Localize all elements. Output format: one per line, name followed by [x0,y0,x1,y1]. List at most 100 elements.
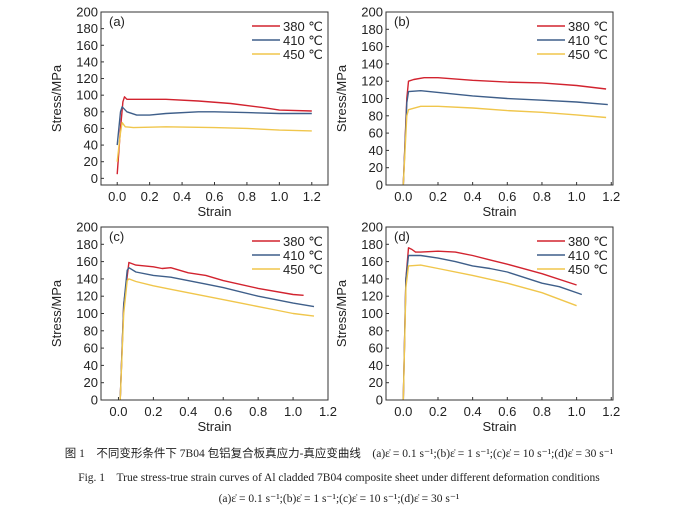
y-tick-label: 80 [84,104,98,119]
y-tick-label: 40 [84,138,98,153]
x-tick-label: 1.2 [602,189,620,204]
y-tick-label: 0 [376,178,383,193]
series-line-410 [116,106,312,146]
legend-label-410: 410 ℃ [283,248,323,263]
x-tick-label: 0.6 [498,189,516,204]
y-tick-label: 140 [361,271,383,286]
plot-frame [385,11,614,186]
x-tick-label: 0.6 [205,189,223,204]
chart-panel-b: 0 20 40 60 80 100 120 140 160 180 200 0.0 0.2 0.4 0.6 0… [334,5,620,220]
legend-label-380: 380 ℃ [283,234,323,249]
y-tick-label: 40 [369,358,383,373]
x-tick-label: 0.4 [464,404,482,419]
x-axis-label: Strain [483,204,517,219]
y-tick-label: 140 [361,56,383,71]
x-tick-label: 0.8 [238,189,256,204]
x-tick-label: 1.0 [270,189,288,204]
y-tick-label: 0 [91,171,98,186]
x-tick-label: 0.2 [144,404,162,419]
plot-frame [385,226,614,401]
series-line-450 [116,121,312,162]
y-tick-label: 140 [76,54,98,69]
legend-label-450: 450 ℃ [568,262,608,277]
legend-label-450: 450 ℃ [283,262,323,277]
caption-english: Fig. 1 True stress-true strain curves of… [78,472,600,484]
x-tick-label: 0.8 [533,189,551,204]
series-line-410 [119,267,315,401]
y-tick-label: 60 [369,341,383,356]
x-tick-label: 0.0 [108,189,126,204]
x-tick-label: 0.2 [429,404,447,419]
series-line-380 [119,261,304,401]
y-tick-label: 200 [76,220,98,235]
x-tick-label: 1.0 [568,404,586,419]
y-tick-label: 200 [76,5,98,20]
x-tick-label: 0.0 [109,404,127,419]
y-tick-label: 20 [84,154,98,169]
series-line-450 [119,278,315,401]
y-tick-label: 0 [376,393,383,408]
y-tick-label: 20 [369,160,383,175]
y-tick-label: 20 [369,375,383,390]
legend-label-410: 410 ℃ [283,33,323,48]
panel-label: (d) [394,229,410,244]
y-tick-label: 100 [76,88,98,103]
x-tick-label: 0.8 [533,404,551,419]
y-tick-label: 160 [361,39,383,54]
x-tick-label: 0.2 [429,189,447,204]
x-tick-label: 0.4 [173,189,191,204]
x-tick-label: 1.0 [568,189,586,204]
y-tick-label: 180 [361,237,383,252]
y-tick-label: 80 [369,108,383,123]
series-line-450 [402,105,607,186]
y-tick-label: 60 [369,126,383,141]
x-axis-label: Strain [198,419,232,434]
legend-label-410: 410 ℃ [568,33,608,48]
y-tick-label: 180 [76,237,98,252]
x-tick-label: 0.8 [249,404,267,419]
y-tick-label: 40 [369,143,383,158]
x-axis-label: Strain [198,204,232,219]
x-tick-label: 0.6 [214,404,232,419]
y-tick-label: 140 [76,271,98,286]
caption-conditions: (a)ε̇ = 0.1 s⁻¹;(b)ε̇ = 1 s⁻¹;(c)ε̇ = 10… [218,493,460,505]
panel-label: (a) [109,14,125,29]
y-tick-label: 180 [361,22,383,37]
y-tick-label: 120 [76,289,98,304]
y-tick-label: 120 [361,289,383,304]
y-tick-label: 180 [76,21,98,36]
y-axis-label: Stress/MPa [49,64,64,132]
y-tick-label: 20 [84,375,98,390]
panel-label: (c) [109,229,124,244]
x-tick-label: 0.0 [394,404,412,419]
y-tick-label: 160 [76,254,98,269]
y-axis-label: Stress/MPa [334,279,349,347]
chart-panel-c: 0 20 40 60 80 100 120 140 160 180 200 0.0 0.2 0.4 0.6 0… [49,220,337,435]
series-line-380 [116,96,312,175]
y-tick-label: 60 [84,121,98,136]
series-line-450 [402,264,577,401]
y-tick-label: 80 [84,323,98,338]
x-tick-label: 1.2 [319,404,337,419]
legend-label-450: 450 ℃ [283,47,323,62]
x-tick-label: 0.0 [394,189,412,204]
series-line-380 [402,247,577,401]
caption-chinese: 图 1 不同变形条件下 7B04 包铝复合板真应力-真应变曲线 (a)ε̇ = … [64,448,614,460]
y-tick-label: 100 [361,91,383,106]
y-tick-label: 160 [76,38,98,53]
x-tick-label: 0.4 [464,189,482,204]
plot-frame [100,226,329,401]
y-tick-label: 200 [361,5,383,20]
y-axis-label: Stress/MPa [334,64,349,132]
y-tick-label: 100 [361,306,383,321]
panel-label: (b) [394,14,410,29]
x-tick-label: 1.2 [602,404,620,419]
x-tick-label: 1.2 [303,189,321,204]
legend-label-410: 410 ℃ [568,248,608,263]
y-tick-label: 40 [84,358,98,373]
plot-frame [100,11,329,186]
x-tick-label: 0.6 [498,404,516,419]
x-tick-label: 0.4 [179,404,197,419]
